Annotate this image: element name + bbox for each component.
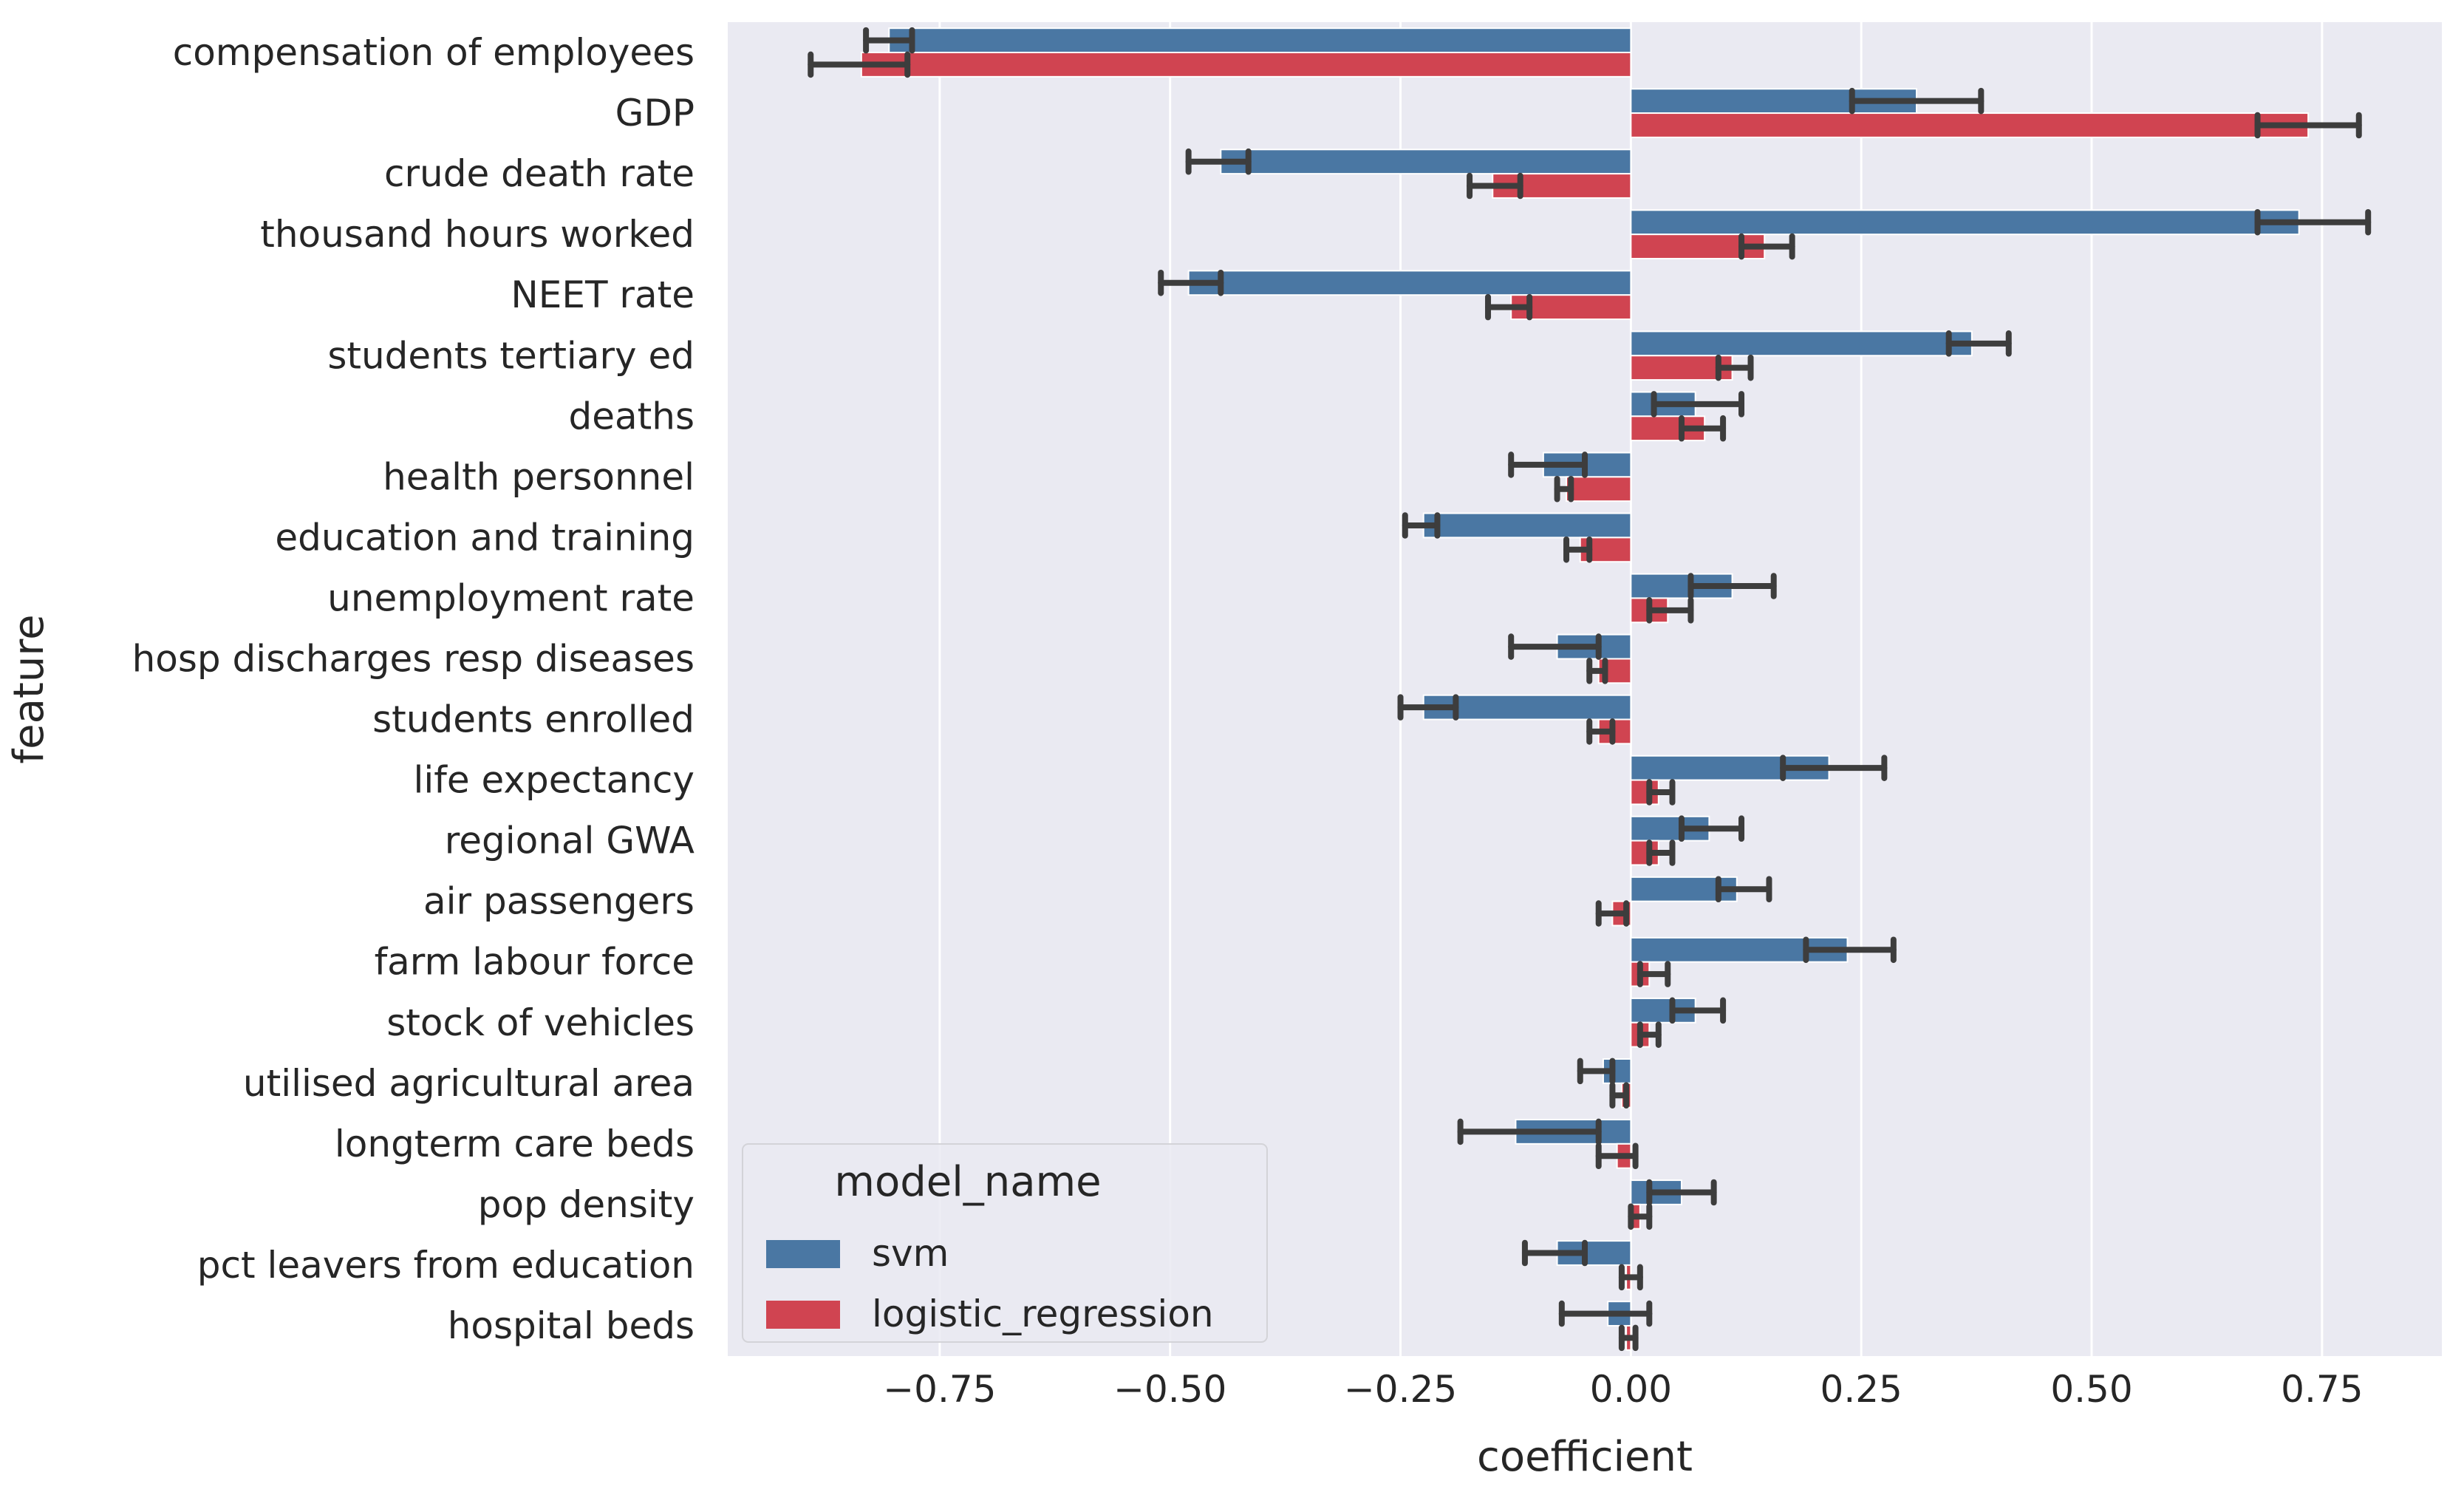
- y-axis-label: feature: [5, 614, 53, 763]
- y-tick-label: NEET rate: [511, 273, 695, 316]
- y-tick-label: pop density: [478, 1183, 695, 1226]
- bar-svm: [1187, 270, 1632, 296]
- error-bar: [1618, 1324, 1639, 1352]
- error-bar: [863, 27, 915, 54]
- error-bar: [1646, 840, 1676, 866]
- y-tick-label: crude death rate: [384, 152, 695, 195]
- error-bar: [1678, 815, 1745, 842]
- error-bar: [1185, 148, 1252, 175]
- error-bar: [1646, 779, 1676, 806]
- error-bar: [1849, 87, 1984, 115]
- x-tick-label: 0.75: [2281, 1368, 2363, 1411]
- bar-logistic-regression: [860, 52, 1632, 78]
- legend-swatch-svm: [766, 1240, 840, 1268]
- y-tick-label: hosp discharges resp diseases: [132, 637, 695, 680]
- error-bar: [1402, 512, 1441, 539]
- error-bar: [1467, 172, 1523, 200]
- bar-svm: [1630, 330, 1973, 357]
- error-bar: [1738, 233, 1795, 260]
- error-bar: [1715, 876, 1772, 903]
- x-tick-label: 0.50: [2050, 1368, 2132, 1411]
- error-bar: [808, 51, 911, 78]
- error-bar: [1609, 1082, 1630, 1109]
- error-bar: [1595, 1142, 1639, 1170]
- error-bar: [1646, 597, 1694, 624]
- y-tick-label: health personnel: [383, 455, 695, 498]
- x-tick-label: 0.00: [1590, 1368, 1672, 1411]
- bar-svm: [1422, 512, 1632, 539]
- bar-svm: [1602, 1058, 1632, 1084]
- legend-title: model_name: [834, 1158, 1101, 1206]
- y-tick-label: students tertiary ed: [327, 334, 695, 377]
- x-tick-label: 0.25: [1820, 1368, 1902, 1411]
- y-tick-label: pct leavers from education: [197, 1244, 695, 1287]
- error-bar: [1457, 1118, 1602, 1145]
- x-tick-label: −0.25: [1344, 1368, 1457, 1411]
- y-tick-label: utilised agricultural area: [243, 1062, 695, 1105]
- error-bar: [1945, 330, 2012, 357]
- x-tick-labels: −0.75 −0.50 −0.25 0.00 0.25 0.50 0.75: [883, 1368, 2363, 1411]
- error-bar: [1637, 1021, 1662, 1048]
- legend-box: [742, 1143, 1268, 1343]
- error-bar: [2254, 208, 2372, 236]
- error-bar: [1577, 1058, 1616, 1085]
- legend-label-logistic-regression: logistic_regression: [872, 1293, 1214, 1335]
- error-bar: [1563, 537, 1593, 563]
- y-tick-label: education and training: [275, 516, 695, 559]
- y-tick-label: stock of vehicles: [386, 1001, 695, 1044]
- error-bar: [1618, 1264, 1643, 1291]
- y-tick-label: regional GWA: [445, 820, 695, 862]
- error-bar: [1646, 1179, 1717, 1206]
- y-tick-label: unemployment rate: [327, 576, 695, 619]
- error-bar: [1397, 694, 1459, 721]
- y-tick-label: students enrolled: [372, 698, 695, 741]
- x-axis-label: coefficient: [1477, 1433, 1693, 1481]
- bar-svm: [888, 27, 1632, 54]
- legend-swatch-logistic-regression: [766, 1301, 840, 1329]
- bar-svm: [1220, 149, 1632, 175]
- legend-label-svm: svm: [872, 1232, 949, 1275]
- error-bars: [808, 27, 2372, 1352]
- error-bar: [1669, 997, 1727, 1024]
- error-bar: [1554, 475, 1574, 503]
- y-tick-label: deaths: [569, 395, 695, 437]
- y-tick-label: farm labour force: [375, 941, 695, 984]
- y-tick-label: air passengers: [423, 880, 695, 923]
- error-bar: [1637, 961, 1671, 987]
- error-bar: [1595, 900, 1630, 927]
- y-tick-label: thousand hours worked: [260, 213, 695, 256]
- error-bar: [1715, 354, 1754, 381]
- x-tick-label: −0.50: [1113, 1368, 1226, 1411]
- y-tick-label: compensation of employees: [173, 31, 695, 74]
- error-bar: [1521, 1239, 1588, 1267]
- y-tick-label: life expectancy: [413, 759, 695, 802]
- bar-logistic-regression: [1630, 779, 1659, 806]
- error-bar: [1586, 658, 1608, 684]
- error-bar: [1678, 415, 1727, 442]
- error-bar: [1628, 1203, 1653, 1230]
- error-bar: [1803, 936, 1897, 964]
- bar-svm: [1630, 209, 2300, 236]
- x-tick-label: −0.75: [883, 1368, 996, 1411]
- bar-svm: [1630, 815, 1710, 842]
- error-bar: [1651, 391, 1745, 418]
- y-tick-labels: compensation of employees GDP crude death …: [132, 31, 695, 1347]
- error-bar: [1780, 755, 1888, 781]
- error-bar: [2254, 112, 2362, 139]
- y-tick-label: longterm care beds: [335, 1123, 695, 1165]
- error-bar: [1586, 718, 1616, 745]
- error-bar: [1558, 1300, 1653, 1327]
- error-bar: [1158, 270, 1224, 296]
- error-bar: [1508, 452, 1588, 478]
- y-tick-label: hospital beds: [448, 1304, 695, 1347]
- bar-logistic-regression: [1630, 112, 2310, 138]
- error-bar: [1508, 633, 1602, 660]
- bar-logistic-regression: [1566, 476, 1632, 503]
- error-bar: [1485, 293, 1533, 321]
- y-tick-label: GDP: [615, 92, 695, 134]
- legend: model_name svm logistic_regression: [742, 1143, 1268, 1343]
- error-bar: [1687, 573, 1777, 599]
